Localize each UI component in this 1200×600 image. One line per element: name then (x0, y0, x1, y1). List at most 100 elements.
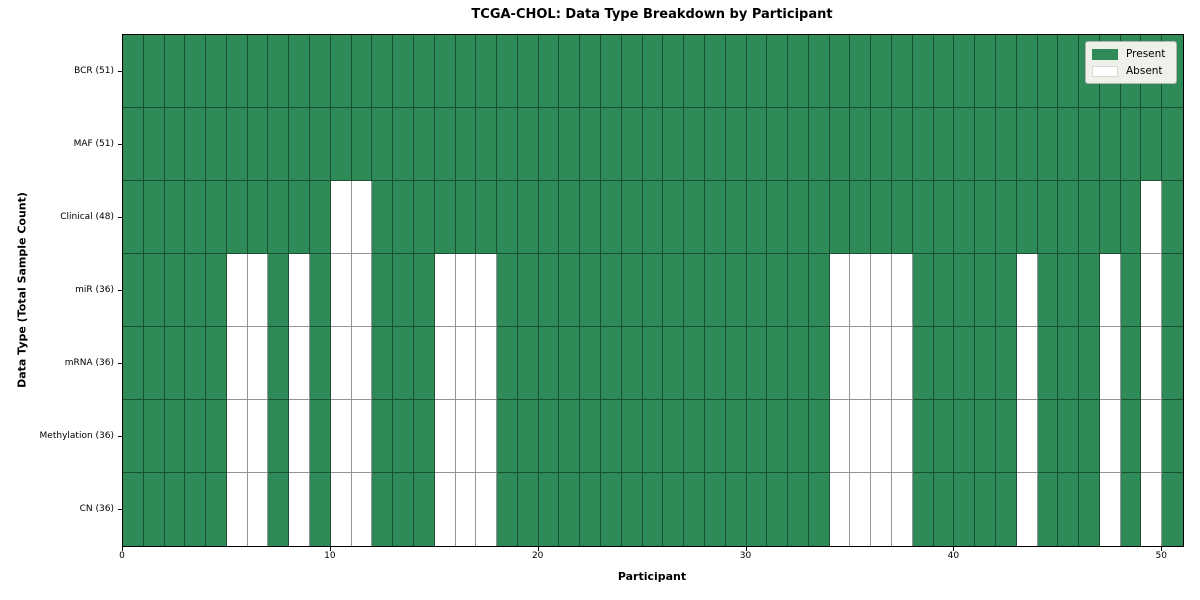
matrix-cell (434, 35, 456, 108)
matrix-cell (455, 473, 477, 546)
matrix-cell (912, 181, 934, 254)
matrix-cell (663, 35, 685, 108)
matrix-cell (1037, 400, 1059, 473)
matrix-cell (330, 181, 352, 254)
matrix-cell (497, 181, 518, 254)
plot-area (122, 34, 1184, 547)
matrix-cell (330, 400, 352, 473)
matrix-cell (829, 327, 851, 400)
matrix-cell (995, 473, 1017, 546)
matrix-cell (455, 35, 477, 108)
matrix-cell (1141, 400, 1163, 473)
matrix-cell (1016, 108, 1038, 181)
matrix-cell (1037, 327, 1059, 400)
matrix-cell (912, 400, 934, 473)
matrix-cell (850, 108, 872, 181)
matrix-cell (892, 35, 913, 108)
matrix-cell (684, 473, 705, 546)
matrix-cell (871, 254, 893, 327)
matrix-cell (1099, 254, 1121, 327)
matrix-cell (393, 35, 414, 108)
matrix-cell (289, 327, 311, 400)
matrix-cell (351, 181, 373, 254)
matrix-cell (226, 327, 248, 400)
matrix-cell (517, 181, 539, 254)
matrix-cell (455, 254, 477, 327)
matrix-cell (517, 473, 539, 546)
absent-swatch-icon (1092, 65, 1118, 77)
matrix-cell (393, 108, 414, 181)
matrix-cell (1141, 254, 1163, 327)
y-tick-mark (118, 143, 122, 145)
y-tick-mark (118, 435, 122, 437)
x-tick-mark (953, 546, 955, 551)
matrix-cell (1079, 254, 1100, 327)
matrix-cell (788, 400, 809, 473)
matrix-cell (746, 327, 768, 400)
matrix-cell (808, 181, 830, 254)
matrix-cell (684, 327, 705, 400)
matrix-cell (164, 327, 186, 400)
matrix-cell (933, 35, 955, 108)
matrix-cell (413, 473, 435, 546)
matrix-cell (746, 35, 768, 108)
matrix-cell (185, 327, 207, 400)
matrix-cell (746, 400, 768, 473)
matrix-cell (393, 181, 414, 254)
matrix-cell (808, 473, 830, 546)
matrix-cell (268, 400, 290, 473)
matrix-cell (663, 254, 685, 327)
matrix-cell (808, 254, 830, 327)
matrix-cell (330, 108, 352, 181)
matrix-cell (767, 473, 789, 546)
matrix-cell (746, 473, 768, 546)
legend-item: Present (1092, 48, 1169, 60)
matrix-cell (663, 327, 685, 400)
matrix-cell (995, 400, 1017, 473)
matrix-cell (642, 473, 664, 546)
matrix-cell (808, 108, 830, 181)
y-tick-mark (118, 289, 122, 291)
matrix-cell (497, 327, 518, 400)
matrix-cell (206, 254, 227, 327)
matrix-cell (310, 400, 331, 473)
matrix-cell (538, 473, 560, 546)
matrix-cell (1120, 254, 1142, 327)
matrix-cell (476, 254, 498, 327)
y-tick-label: Clinical (48) (60, 211, 114, 222)
matrix-cell (413, 181, 435, 254)
matrix-cell (912, 473, 934, 546)
matrix-cell (580, 473, 602, 546)
matrix-cell (476, 108, 498, 181)
matrix-cell (538, 108, 560, 181)
y-tick-mark (118, 362, 122, 364)
matrix-cell (621, 35, 643, 108)
matrix-cell (684, 254, 705, 327)
matrix-cell (538, 181, 560, 254)
matrix-cell (1058, 400, 1080, 473)
matrix-cell (725, 254, 747, 327)
matrix-cell (559, 327, 581, 400)
matrix-cell (1141, 327, 1163, 400)
matrix-cell (247, 473, 269, 546)
matrix-cell (559, 108, 581, 181)
matrix-cell (954, 35, 976, 108)
matrix-cell (829, 35, 851, 108)
matrix-cell (871, 327, 893, 400)
matrix-cell (892, 254, 913, 327)
y-tick-label: mRNA (36) (64, 357, 114, 368)
matrix-cell (517, 400, 539, 473)
matrix-cell (933, 181, 955, 254)
matrix-cell (1079, 400, 1100, 473)
matrix-cell (995, 35, 1017, 108)
legend-item: Absent (1092, 65, 1169, 77)
matrix-cell (476, 35, 498, 108)
y-axis-label: Data Type (Total Sample Count) (15, 192, 29, 388)
matrix-cell (559, 181, 581, 254)
matrix-cell (497, 473, 518, 546)
x-tick-mark (537, 546, 539, 551)
matrix-cell (892, 327, 913, 400)
matrix-cell (538, 327, 560, 400)
matrix-cell (372, 108, 394, 181)
